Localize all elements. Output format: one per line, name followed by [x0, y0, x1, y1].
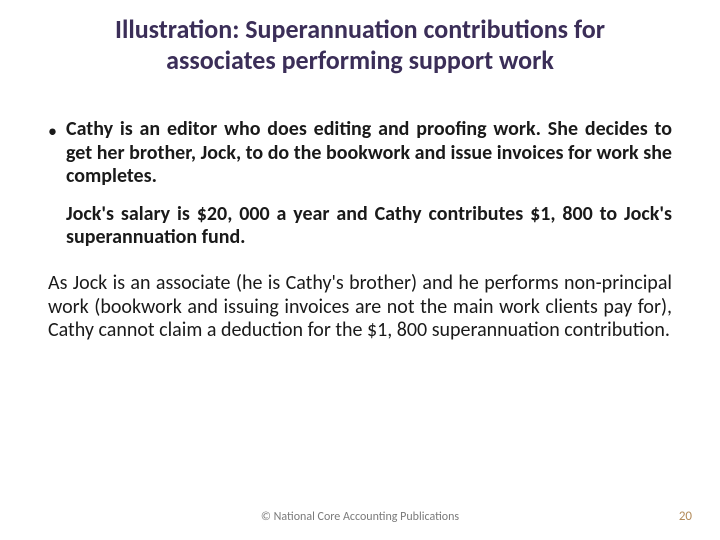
- footer-copyright: © National Core Accounting Publications: [0, 510, 720, 524]
- paragraph-1: Cathy is an editor who does editing and …: [66, 118, 672, 189]
- paragraph-2: Jock's salary is $20, 000 a year and Cat…: [66, 203, 672, 250]
- title-line-1: Illustration: Superannuation contributio…: [115, 13, 605, 45]
- paragraph-3: As Jock is an associate (he is Cathy's b…: [48, 272, 672, 343]
- bullet-glyph: •: [48, 118, 66, 143]
- bullet-item-1: • Cathy is an editor who does editing an…: [48, 118, 672, 189]
- slide-body: • Cathy is an editor who does editing an…: [48, 118, 672, 343]
- page-number: 20: [679, 509, 692, 524]
- title-line-2: associates performing support work: [166, 44, 554, 76]
- slide: Illustration: Superannuation contributio…: [0, 0, 720, 540]
- slide-title: Illustration: Superannuation contributio…: [60, 14, 660, 76]
